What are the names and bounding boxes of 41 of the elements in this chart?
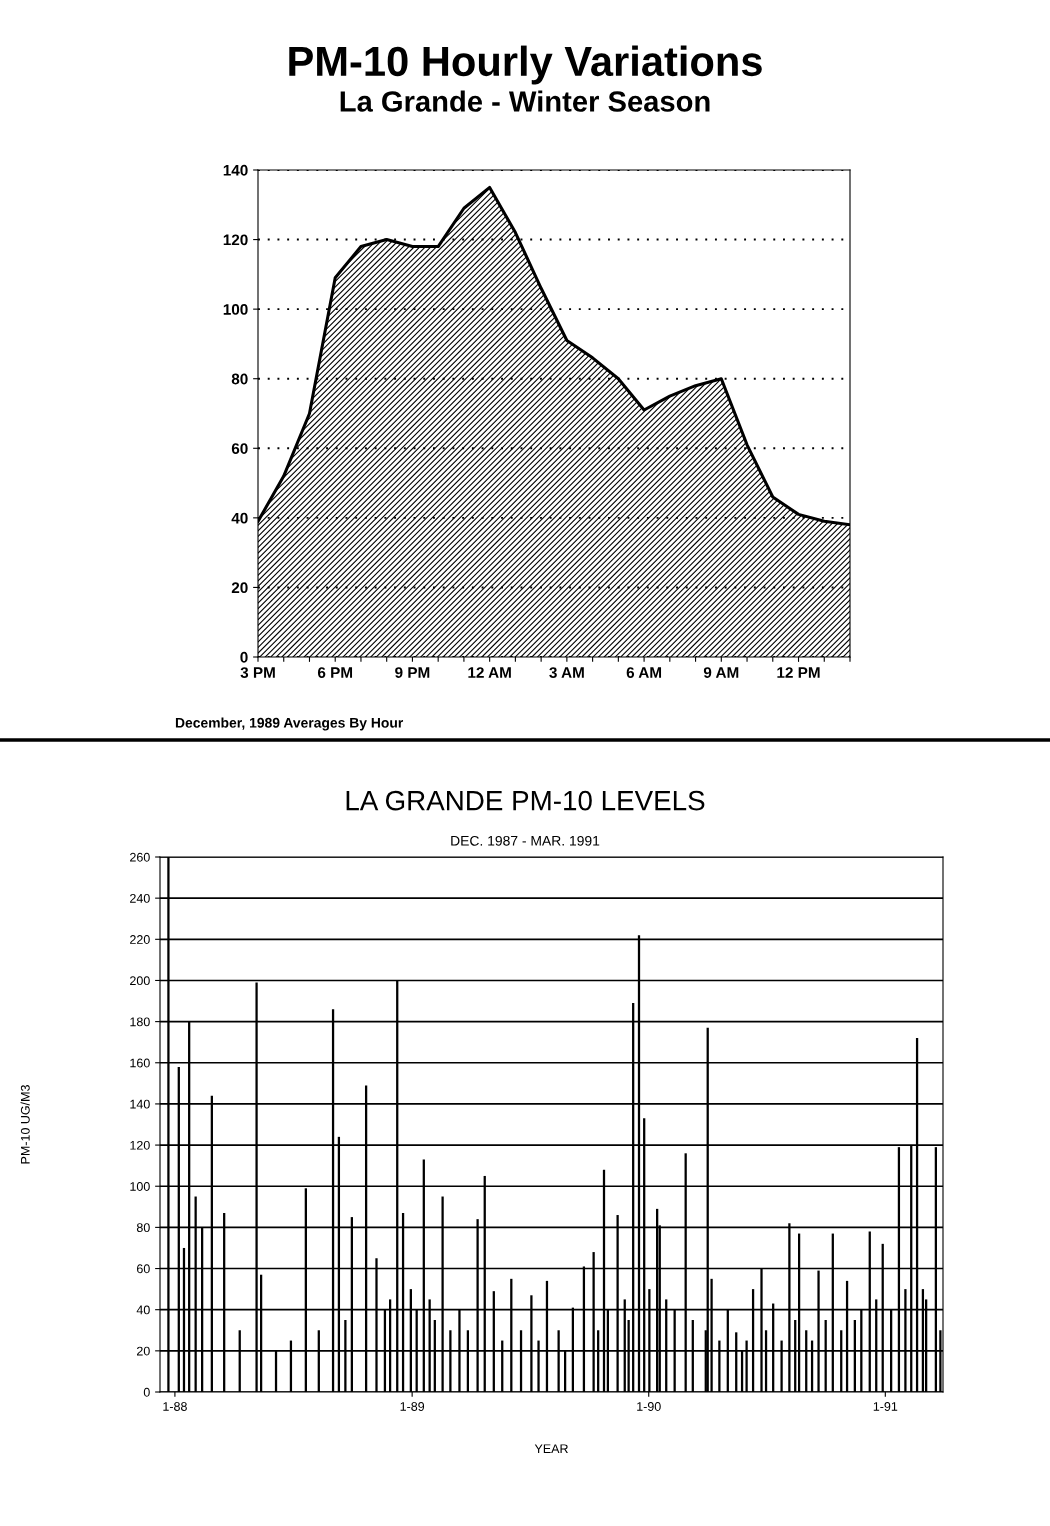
y-tick-label: 0 xyxy=(240,651,248,663)
y-tick-label: 120 xyxy=(223,234,248,246)
y-tick-label: 260 xyxy=(130,852,150,862)
y-tick-label: 140 xyxy=(130,1099,150,1109)
y-tick-label: 40 xyxy=(136,1305,150,1315)
y-axis-title: PM-10 UG/M3 xyxy=(20,1085,30,1164)
chart-title: LA GRANDE PM-10 LEVELS xyxy=(346,790,705,811)
y-tick-label: 100 xyxy=(130,1182,150,1191)
x-tick-label: 3 PM xyxy=(240,667,275,678)
x-tick-label: 12 AM xyxy=(468,667,511,678)
text: December, 1989 Averages By Hour xyxy=(175,717,404,731)
chart-subtitle: DEC. 1987 - MAR. 1991 xyxy=(451,835,600,846)
y-tick-label: 20 xyxy=(137,1346,150,1356)
y-tick-label: 60 xyxy=(137,1264,150,1274)
x-tick-label: 9 AM xyxy=(703,667,739,678)
x-axis-title: YEAR xyxy=(534,1444,568,1453)
x-tick-label: 1-89 xyxy=(400,1402,425,1411)
x-tick-label: 1-88 xyxy=(163,1402,187,1411)
y-tick-label: 20 xyxy=(231,582,248,594)
y-tick-label: 60 xyxy=(231,443,248,454)
x-tick-label: 3 AM xyxy=(549,667,584,678)
y-tick-label: 80 xyxy=(136,1223,150,1233)
y-tick-label: 200 xyxy=(130,976,150,986)
y-tick-label: 160 xyxy=(130,1058,150,1068)
y-tick-label: 40 xyxy=(231,512,248,524)
y-tick-label: 0 xyxy=(143,1387,150,1397)
x-tick-label: 9 PM xyxy=(395,667,430,678)
y-tick-label: 240 xyxy=(130,893,150,903)
y-tick-label: 80 xyxy=(231,373,248,385)
y-tick-label: 120 xyxy=(130,1140,150,1150)
y-tick-label: 220 xyxy=(130,935,150,944)
x-tick-label: 12 PM xyxy=(777,667,820,678)
chart-subtitle: La Grande - Winter Season xyxy=(340,90,710,112)
x-tick-label: 6 PM xyxy=(317,667,353,678)
y-tick-label: 180 xyxy=(130,1017,150,1027)
x-tick-label: 1-91 xyxy=(873,1402,898,1411)
x-tick-label: 1-90 xyxy=(637,1402,661,1411)
x-tick-label: 6 AM xyxy=(626,667,662,678)
chart-title: PM-10 Hourly Variations xyxy=(289,45,762,85)
y-tick-label: 140 xyxy=(223,164,248,176)
y-tick-label: 100 xyxy=(223,304,248,315)
